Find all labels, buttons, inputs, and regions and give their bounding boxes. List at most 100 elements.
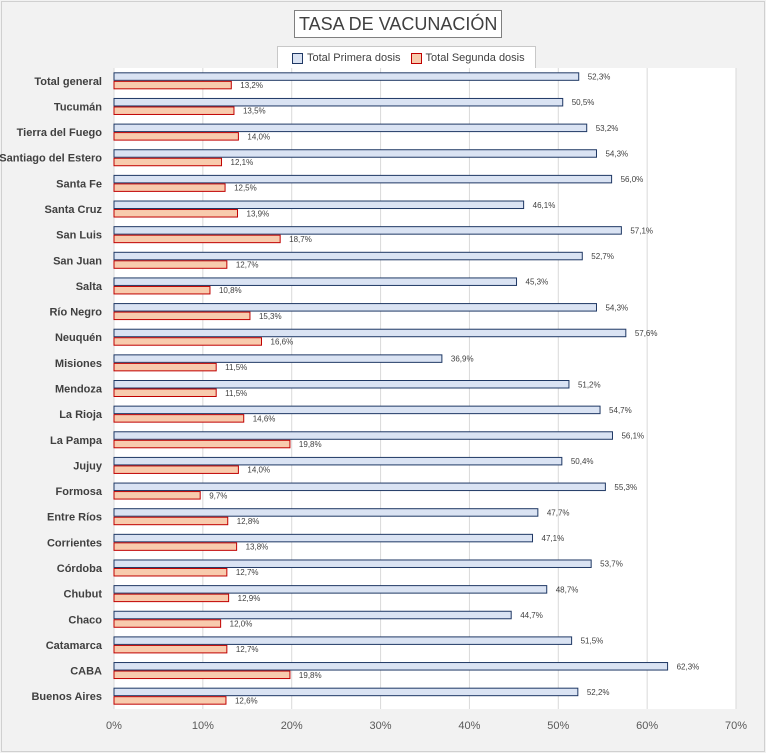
bar-segunda-dosis (113, 183, 226, 192)
data-label-primera: 55,3% (614, 483, 637, 492)
data-label-primera: 52,2% (587, 688, 610, 697)
data-label-primera: 56,0% (621, 175, 644, 184)
bar-segunda-dosis (113, 285, 211, 295)
bar-primera-dosis (113, 482, 606, 492)
x-tick-label: 30% (370, 720, 392, 732)
data-label-segunda: 14,0% (247, 132, 270, 141)
category-label: Corrientes (47, 537, 102, 549)
data-label-segunda: 11,5% (225, 389, 247, 398)
data-label-segunda: 12,1% (231, 158, 254, 167)
category-label: Chubut (64, 589, 103, 601)
bar-primera-dosis (113, 380, 570, 389)
data-label-primera: 51,5% (581, 637, 604, 646)
bar-primera-dosis (113, 559, 592, 568)
data-label-segunda: 12,7% (236, 645, 259, 654)
data-label-segunda: 9,7% (209, 491, 227, 500)
category-label: Chaco (68, 614, 102, 626)
bar-segunda-dosis (113, 80, 232, 90)
data-label-segunda: 12,8% (237, 517, 260, 526)
data-label-segunda: 19,8% (299, 440, 322, 449)
category-label: Jujuy (73, 460, 103, 472)
bar-primera-dosis (113, 200, 525, 210)
x-tick-label: 0% (106, 720, 122, 732)
legend-swatch-segunda (410, 52, 422, 64)
category-label: Catamarca (46, 640, 103, 652)
bar-primera-dosis (113, 456, 563, 466)
bar-primera-dosis (113, 97, 564, 107)
chart-title: TASA DE VACUNACIÓN (294, 10, 503, 38)
category-label: La Pampa (50, 435, 103, 447)
data-label-segunda: 14,6% (253, 414, 276, 423)
data-label-primera: 44,7% (520, 611, 543, 620)
x-tick-label: 10% (192, 720, 214, 732)
bar-segunda-dosis (113, 209, 239, 218)
bar-primera-dosis (113, 533, 534, 543)
data-label-segunda: 13,9% (247, 209, 270, 218)
data-label-segunda: 12,7% (236, 261, 259, 270)
bar-segunda-dosis (113, 388, 217, 397)
bar-primera-dosis (113, 354, 443, 363)
data-label-primera: 36,9% (451, 355, 474, 364)
x-tick-label: 70% (725, 720, 747, 732)
bar-primera-dosis (113, 174, 613, 184)
category-label: CABA (70, 666, 102, 678)
legend-label-primera: Total Primera dosis (307, 52, 401, 64)
category-label: Entre Ríos (47, 512, 102, 524)
bar-primera-dosis (113, 149, 597, 158)
data-label-primera: 57,1% (630, 226, 653, 235)
data-label-segunda: 10,8% (219, 286, 242, 295)
bar-segunda-dosis (113, 491, 201, 500)
x-tick-label: 40% (458, 720, 480, 732)
data-label-segunda: 12,5% (234, 184, 257, 193)
bar-segunda-dosis (113, 465, 239, 474)
x-tick-label: 20% (281, 720, 303, 732)
category-label: La Rioja (59, 409, 103, 421)
data-label-segunda: 14,0% (247, 466, 270, 475)
category-label: Tierra del Fuego (17, 127, 103, 139)
category-label: Río Negro (49, 307, 102, 319)
data-label-primera: 53,7% (600, 560, 623, 569)
bar-segunda-dosis (113, 696, 227, 705)
data-label-primera: 54,3% (605, 149, 628, 158)
data-label-segunda: 13,2% (240, 81, 263, 90)
data-label-primera: 50,5% (572, 98, 595, 107)
bar-primera-dosis (113, 72, 580, 81)
data-label-primera: 51,2% (578, 380, 601, 389)
data-label-primera: 47,1% (542, 534, 565, 543)
category-label: Neuquén (55, 332, 102, 344)
data-label-segunda: 18,7% (289, 235, 312, 244)
bar-primera-dosis (113, 123, 588, 133)
bar-primera-dosis (113, 687, 579, 697)
data-label-segunda: 12,6% (235, 696, 258, 705)
data-label-primera: 57,6% (635, 329, 658, 338)
x-tick-label: 60% (636, 720, 658, 732)
data-label-primera: 45,3% (526, 278, 549, 287)
bar-segunda-dosis (113, 542, 238, 551)
legend-swatch-primera (292, 52, 303, 64)
bar-primera-dosis (113, 610, 512, 620)
bar-segunda-dosis (113, 516, 229, 526)
data-label-segunda: 11,5% (225, 363, 247, 372)
data-label-primera: 53,2% (596, 124, 619, 133)
x-tick-label: 50% (547, 720, 569, 732)
data-label-segunda: 16,6% (271, 337, 294, 346)
legend-item-segunda: Total Segunda dosis (410, 52, 525, 64)
bar-primera-dosis (113, 508, 539, 517)
bar-segunda-dosis (113, 439, 291, 449)
bar-segunda-dosis (113, 593, 230, 603)
category-label: Mendoza (55, 384, 103, 396)
category-label: Santa Fe (56, 178, 102, 190)
data-label-segunda: 13,5% (243, 107, 266, 116)
data-label-primera: 46,1% (533, 201, 556, 210)
bar-segunda-dosis (113, 234, 281, 244)
data-label-primera: 48,7% (556, 585, 579, 594)
bar-segunda-dosis (113, 414, 245, 423)
bar-segunda-dosis (113, 337, 263, 346)
data-label-segunda: 15,3% (259, 312, 282, 321)
data-label-primera: 54,3% (605, 303, 628, 312)
bar-segunda-dosis (113, 670, 291, 680)
bar-primera-dosis (113, 251, 583, 261)
bar-primera-dosis (113, 662, 669, 671)
category-label: Misiones (55, 358, 102, 370)
